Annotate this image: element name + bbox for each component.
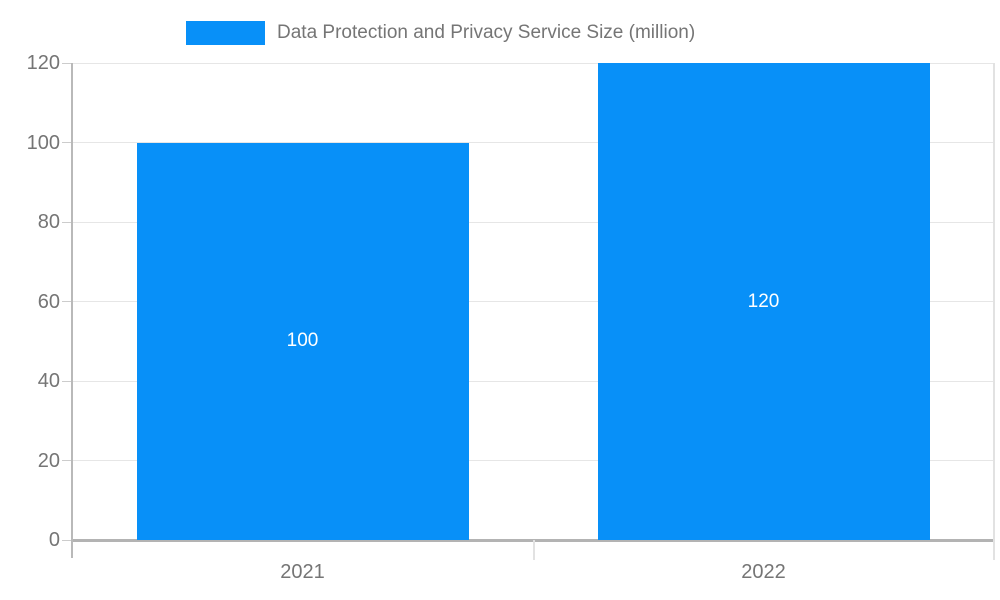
y-tick-label: 0 [48,529,60,551]
legend-label: Data Protection and Privacy Service Size… [277,22,696,43]
legend-swatch [186,21,265,45]
bar-value-label: 120 [747,290,780,312]
gridline [72,380,994,382]
gridline [72,221,994,223]
y-tick-label: 40 [37,370,60,392]
y-axis-tick [62,62,72,64]
y-tick-label: 20 [37,449,60,472]
category-tick [532,540,535,560]
plot-right-border [993,63,995,560]
y-axis-tick [62,221,72,223]
y-tick-label: 60 [37,290,60,313]
x-tick-label: 2022 [741,561,786,583]
y-tick-label: 100 [26,131,60,154]
gridline [72,62,994,64]
bar-2022[interactable] [597,63,930,540]
y-axis-tick [62,301,72,302]
bar-2021[interactable] [136,142,469,540]
y-axis-tick [62,380,72,382]
gridline [72,460,994,461]
gridline [72,301,994,302]
bar-value-label: 100 [286,330,319,352]
y-axis-tick [62,539,72,541]
legend-item[interactable]: Data Protection and Privacy Service Size… [186,21,695,45]
gridline [72,142,994,143]
x-tick-label: 2021 [280,561,325,583]
y-axis-tick [62,460,72,461]
y-axis-tick [62,142,72,143]
y-tick-label: 120 [26,52,60,74]
y-axis-line [71,63,73,558]
y-tick-label: 80 [37,211,60,233]
